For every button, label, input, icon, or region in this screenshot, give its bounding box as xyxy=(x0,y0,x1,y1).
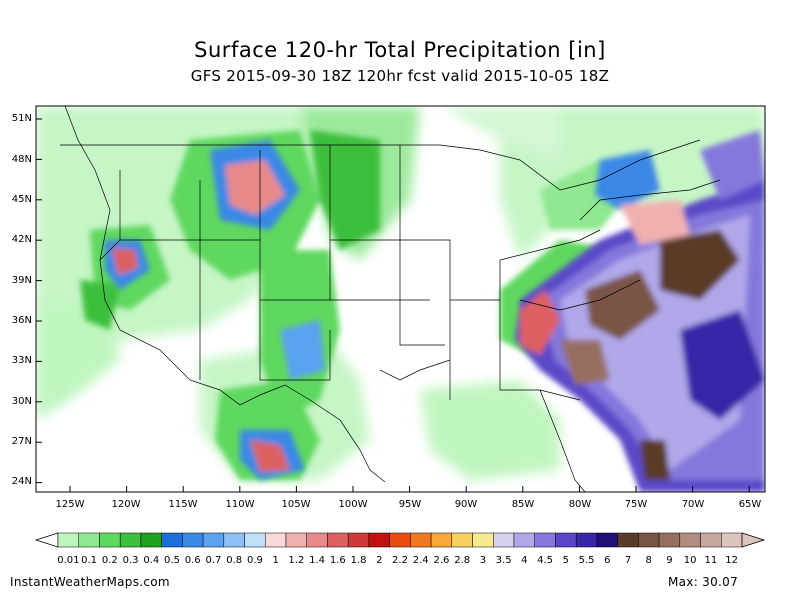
lon-label: 110W xyxy=(225,499,255,510)
colorbar-label: 0.1 xyxy=(81,555,98,566)
colorbar-label: 4.5 xyxy=(537,555,554,566)
lon-label: 85W xyxy=(511,499,535,510)
lon-label: 115W xyxy=(168,499,198,510)
lon-label: 95W xyxy=(398,499,422,510)
lat-label: 36N xyxy=(11,315,32,326)
colorbar-label: 9 xyxy=(666,555,673,566)
lon-label: 105W xyxy=(281,499,311,510)
colorbar-label: 1.2 xyxy=(288,555,305,566)
lon-label: 80W xyxy=(568,499,592,510)
colorbar-label: 3.5 xyxy=(495,555,512,566)
colorbar-label: 0.4 xyxy=(143,555,160,566)
colorbar-label: 1.4 xyxy=(309,555,326,566)
map-frame xyxy=(35,105,766,493)
colorbar-label: 2.4 xyxy=(412,555,429,566)
colorbar-label: 0.9 xyxy=(246,555,263,566)
axis-ticks xyxy=(36,118,750,492)
colorbar-label: 11 xyxy=(704,555,718,566)
max-value: Max: 30.07 xyxy=(668,575,739,589)
lat-label: 42N xyxy=(11,234,32,245)
colorbar-label: 2.2 xyxy=(392,555,408,566)
precip-field xyxy=(36,106,765,492)
site-credit: InstantWeatherMaps.com xyxy=(10,575,170,589)
map-subtitle: GFS 2015-09-30 18Z 120hr fcst valid 2015… xyxy=(190,67,610,85)
map-title: Surface 120-hr Total Precipitation [in] xyxy=(194,38,606,62)
colorbar-label: 2.8 xyxy=(454,555,471,566)
colorbar-label: 2 xyxy=(376,555,383,566)
colorbar-label: 0.2 xyxy=(101,555,118,566)
colorbar-label: 5 xyxy=(562,555,569,566)
lon-label: 125W xyxy=(55,499,85,510)
lon-label: 100W xyxy=(338,499,368,510)
lat-label: 33N xyxy=(11,355,32,366)
colorbar-label: 0.6 xyxy=(184,555,201,566)
boundaries xyxy=(60,106,721,492)
colorbar-label: 2.6 xyxy=(433,555,450,566)
colorbar-label: 8 xyxy=(645,555,652,566)
lon-label: 120W xyxy=(111,499,141,510)
lon-label: 90W xyxy=(454,499,478,510)
colorbar-label: 0.8 xyxy=(226,555,243,566)
lat-label: 27N xyxy=(11,436,32,447)
colorbar-label: 1.8 xyxy=(350,555,367,566)
lat-label: 45N xyxy=(11,194,32,205)
lon-label: 70W xyxy=(681,499,705,510)
colorbar-label: 3 xyxy=(479,555,487,566)
colorbar-label: 0.3 xyxy=(122,555,139,566)
colorbar-label: 1 xyxy=(272,555,279,566)
colorbar-label: 7 xyxy=(624,555,632,566)
colorbar-label: 1.6 xyxy=(329,555,346,566)
lat-label: 30N xyxy=(11,396,32,407)
colorbar-label: 6 xyxy=(604,555,611,566)
lon-label: 65W xyxy=(738,499,762,510)
colorbar-label: 0.01 xyxy=(57,555,80,566)
colorbar-label: 4 xyxy=(521,555,528,566)
lat-label: 51N xyxy=(11,113,32,124)
lat-label: 48N xyxy=(11,154,32,165)
colorbar-label: 12 xyxy=(725,555,738,566)
colorbar-label: 10 xyxy=(683,555,697,566)
colorbar-label: 0.7 xyxy=(205,555,222,566)
lon-label: 75W xyxy=(624,499,648,510)
colorbar-label: 5.5 xyxy=(578,555,595,566)
colorbar-label: 0.5 xyxy=(164,555,180,566)
lat-label: 24N xyxy=(11,476,32,487)
lat-label: 39N xyxy=(11,275,32,286)
